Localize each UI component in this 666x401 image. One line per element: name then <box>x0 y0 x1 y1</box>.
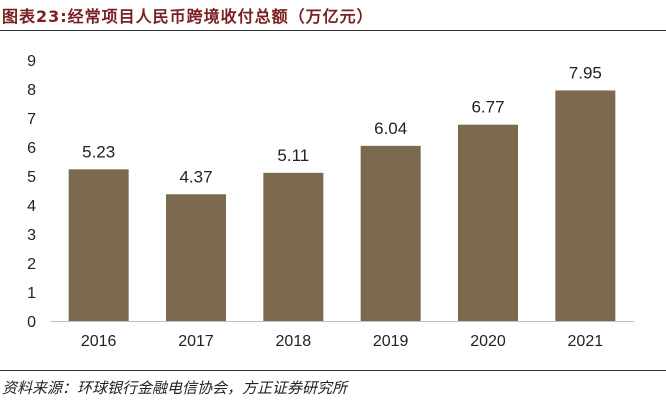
bar <box>166 194 226 321</box>
x-tick-label: 2020 <box>470 333 506 350</box>
y-tick-label: 8 <box>27 82 36 99</box>
source-note: 资料来源：环球银行金融电信协会，方正证券研究所 <box>2 379 348 397</box>
bar <box>555 90 616 321</box>
y-tick-label: 0 <box>27 314 36 331</box>
x-tick-label: 2016 <box>81 333 117 350</box>
y-tick-label: 1 <box>27 285 36 302</box>
bar <box>68 169 129 321</box>
y-tick-label: 6 <box>27 140 36 157</box>
source-divider <box>0 370 666 371</box>
title-divider <box>0 30 666 31</box>
y-tick-label: 3 <box>27 227 36 244</box>
data-label: 5.11 <box>277 146 309 165</box>
bar-chart: 0 1 2 3 4 5 6 7 8 9 5.23 2016 4.37 2017 5.11 2018 6.04 20… <box>27 53 634 350</box>
x-tick-label: 2017 <box>178 333 214 350</box>
chart-title: 图表23:经常项目人民币跨境收付总额（万亿元） <box>2 7 374 26</box>
y-tick-label: 9 <box>27 53 36 70</box>
x-tick-label: 2018 <box>276 333 312 350</box>
bar <box>458 124 518 321</box>
x-tick-label: 2019 <box>373 333 409 350</box>
data-label: 6.77 <box>471 98 504 117</box>
data-label: 7.95 <box>569 63 602 82</box>
bar <box>263 172 324 321</box>
y-tick-label: 2 <box>27 256 36 273</box>
data-label: 5.23 <box>82 142 115 161</box>
bar <box>360 145 421 321</box>
y-tick-label: 7 <box>27 111 36 128</box>
y-tick-label: 4 <box>27 198 36 215</box>
data-label: 6.04 <box>374 119 407 138</box>
data-label: 4.37 <box>179 167 212 186</box>
y-tick-label: 5 <box>27 169 36 186</box>
x-tick-label: 2021 <box>568 333 604 350</box>
